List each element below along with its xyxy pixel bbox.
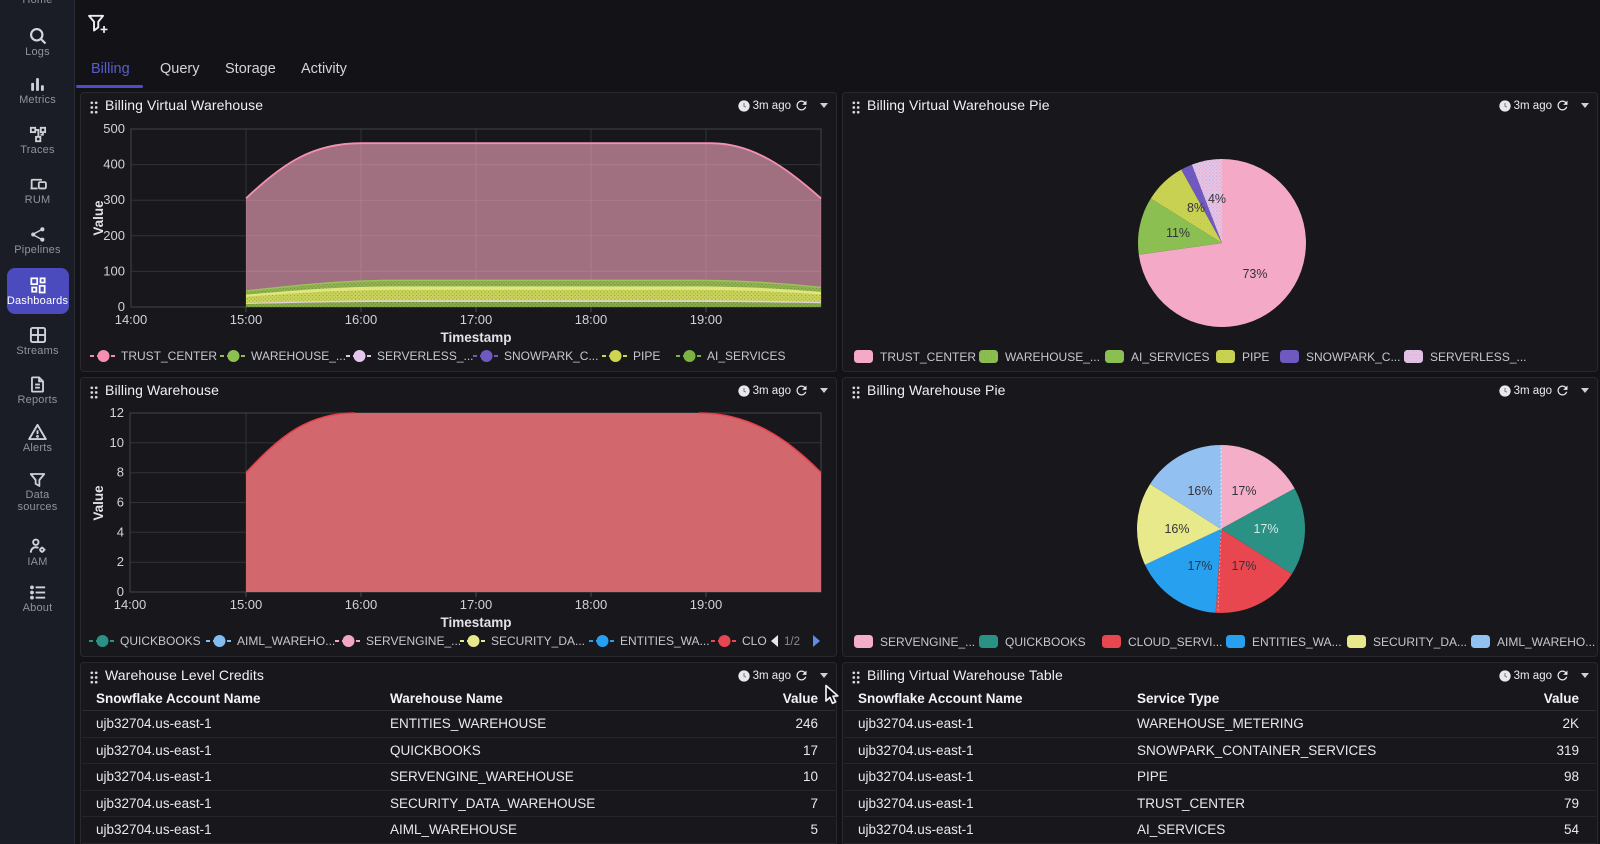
svg-text:CLOUD_SERVI...: CLOUD_SERVI... (1128, 635, 1222, 649)
svg-text:18:00: 18:00 (575, 597, 608, 612)
svg-text:17%: 17% (1253, 522, 1278, 536)
svg-text:18:00: 18:00 (575, 312, 608, 327)
svg-text:500: 500 (103, 121, 125, 136)
svg-text:SECURITY_DA...: SECURITY_DA... (491, 634, 585, 648)
svg-text:Value: Value (91, 485, 106, 521)
svg-text:1/2: 1/2 (784, 636, 800, 648)
svg-text:8: 8 (117, 465, 124, 480)
svg-text:CLO: CLO (742, 634, 767, 648)
svg-text:4%: 4% (1208, 192, 1226, 206)
svg-text:AIML_WAREHO...: AIML_WAREHO... (1497, 635, 1595, 649)
svg-text:Value: Value (91, 200, 106, 236)
svg-text:19:00: 19:00 (690, 312, 723, 327)
svg-text:SERVERLESS_...: SERVERLESS_... (1430, 350, 1527, 364)
svg-text:PIPE: PIPE (1242, 350, 1269, 364)
svg-text:300: 300 (103, 192, 125, 207)
svg-text:0: 0 (118, 299, 125, 314)
svg-text:ENTITIES_WA...: ENTITIES_WA... (620, 634, 710, 648)
svg-text:AI_SERVICES: AI_SERVICES (707, 349, 785, 363)
svg-text:14:00: 14:00 (115, 312, 148, 327)
svg-text:17%: 17% (1231, 559, 1256, 573)
svg-text:15:00: 15:00 (230, 312, 263, 327)
svg-text:SERVENGINE_...: SERVENGINE_... (366, 634, 461, 648)
svg-text:Timestamp: Timestamp (440, 330, 511, 345)
svg-text:73%: 73% (1242, 267, 1267, 281)
svg-text:SERVERLESS_...: SERVERLESS_... (377, 349, 474, 363)
svg-text:PIPE: PIPE (633, 349, 660, 363)
svg-text:400: 400 (103, 157, 125, 172)
svg-text:WAREHOUSE_...: WAREHOUSE_... (1005, 350, 1100, 364)
svg-text:QUICKBOOKS: QUICKBOOKS (120, 634, 201, 648)
svg-text:TRUST_CENTER: TRUST_CENTER (880, 350, 976, 364)
svg-text:TRUST_CENTER: TRUST_CENTER (121, 349, 217, 363)
svg-text:AI_SERVICES: AI_SERVICES (1131, 350, 1209, 364)
svg-text:16%: 16% (1187, 484, 1212, 498)
svg-text:17%: 17% (1187, 559, 1212, 573)
svg-text:200: 200 (103, 228, 125, 243)
svg-text:14:00: 14:00 (114, 597, 147, 612)
svg-text:ENTITIES_WA...: ENTITIES_WA... (1252, 635, 1342, 649)
svg-text:11%: 11% (1166, 226, 1190, 240)
svg-text:6: 6 (117, 495, 124, 510)
svg-text:100: 100 (103, 263, 125, 278)
svg-text:4: 4 (117, 524, 124, 539)
svg-text:2: 2 (117, 554, 124, 569)
svg-text:16:00: 16:00 (345, 312, 378, 327)
svg-text:QUICKBOOKS: QUICKBOOKS (1005, 635, 1086, 649)
svg-text:SNOWPARK_C...: SNOWPARK_C... (504, 349, 598, 363)
svg-text:19:00: 19:00 (690, 597, 723, 612)
svg-text:16:00: 16:00 (345, 597, 378, 612)
svg-text:16%: 16% (1164, 522, 1189, 536)
svg-text:SERVENGINE_...: SERVENGINE_... (880, 635, 975, 649)
svg-text:15:00: 15:00 (230, 597, 263, 612)
svg-text:0: 0 (117, 584, 124, 599)
svg-text:17:00: 17:00 (460, 597, 493, 612)
svg-text:SECURITY_DA...: SECURITY_DA... (1373, 635, 1467, 649)
svg-text:Timestamp: Timestamp (440, 615, 511, 630)
svg-text:WAREHOUSE_...: WAREHOUSE_... (251, 349, 346, 363)
svg-text:10: 10 (110, 435, 124, 450)
svg-text:17%: 17% (1231, 484, 1256, 498)
svg-text:SNOWPARK_C...: SNOWPARK_C... (1306, 350, 1400, 364)
svg-text:12: 12 (110, 405, 124, 420)
svg-text:8%: 8% (1187, 201, 1205, 215)
svg-text:17:00: 17:00 (460, 312, 493, 327)
svg-text:AIML_WAREHO...: AIML_WAREHO... (237, 634, 335, 648)
